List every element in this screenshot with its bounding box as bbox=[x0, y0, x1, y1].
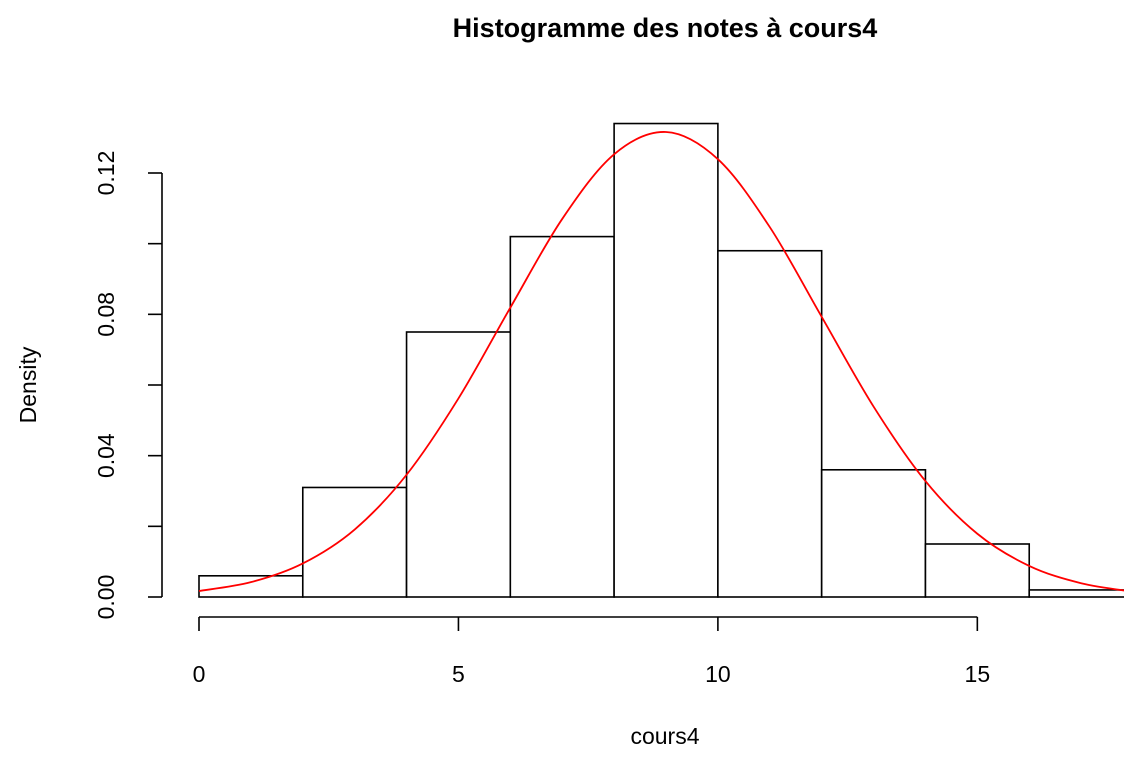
density-curve bbox=[198, 131, 1124, 592]
bar bbox=[301, 486, 408, 598]
x-tick-label: 15 bbox=[965, 661, 991, 687]
bar bbox=[613, 122, 719, 598]
x-tick-label: 5 bbox=[452, 661, 465, 687]
x-tick-label: 0 bbox=[193, 661, 206, 687]
y-tick-label: 0.12 bbox=[93, 151, 119, 196]
y-axis-label: Density bbox=[15, 346, 41, 423]
bar bbox=[820, 468, 927, 598]
bar bbox=[509, 235, 615, 598]
y-tick-label: 0.04 bbox=[93, 433, 119, 478]
bar bbox=[1028, 589, 1124, 598]
y-tick-label: 0.00 bbox=[93, 575, 119, 620]
bar bbox=[717, 249, 823, 598]
bar bbox=[924, 543, 1031, 598]
x-axis-label: cours4 bbox=[630, 723, 699, 749]
bar bbox=[198, 574, 304, 598]
x-tick-label: 10 bbox=[705, 661, 731, 687]
bar bbox=[405, 331, 512, 598]
y-tick-label: 0.08 bbox=[93, 292, 119, 337]
chart-title: Histogramme des notes à cours4 bbox=[453, 13, 878, 43]
